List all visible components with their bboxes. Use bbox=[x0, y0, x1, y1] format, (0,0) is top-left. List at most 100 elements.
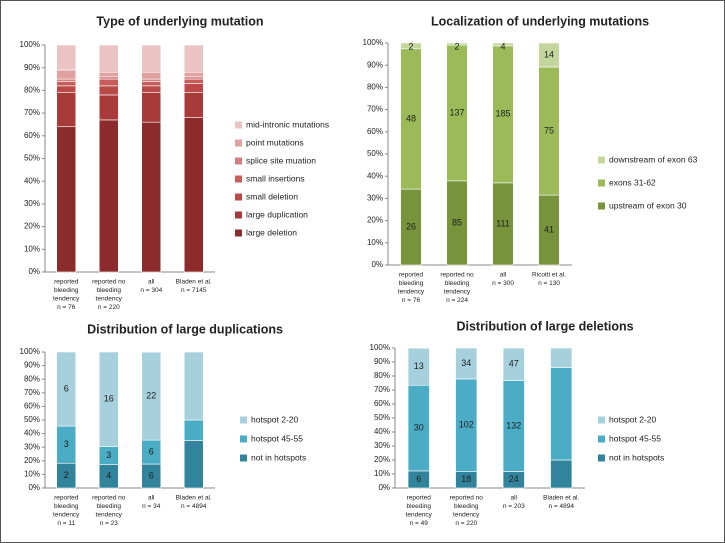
x-tick-label: Bladen et al. bbox=[176, 279, 212, 286]
x-tick-label: bleeding bbox=[454, 503, 479, 510]
bar-segment bbox=[183, 76, 204, 80]
bar-segment bbox=[183, 419, 204, 441]
x-tick-label: tendency bbox=[398, 289, 425, 296]
bar-segment bbox=[98, 76, 119, 80]
y-tick-label: 100% bbox=[20, 347, 40, 356]
x-tick-label: bleeding bbox=[445, 280, 470, 287]
bar-segment bbox=[141, 92, 162, 123]
y-tick-label: 40% bbox=[367, 171, 383, 180]
bar-segment bbox=[98, 351, 119, 447]
legend-swatch bbox=[240, 435, 247, 443]
legend-label: point mutations bbox=[246, 137, 304, 147]
y-tick-label: 20% bbox=[24, 222, 40, 231]
legend-label: not in hotspots bbox=[251, 452, 306, 462]
x-tick-label: n = 300 bbox=[492, 280, 514, 287]
x-tick-label: tendency bbox=[96, 296, 123, 303]
legend-label: splice site muation bbox=[246, 155, 316, 165]
y-tick-label: 40% bbox=[374, 427, 390, 436]
x-tick-label: tendency bbox=[53, 512, 80, 519]
y-tick-label: 90% bbox=[24, 63, 40, 72]
x-tick-label: n = 4894 bbox=[181, 503, 207, 510]
bar-segment bbox=[455, 347, 478, 380]
x-tick-label: bleeding bbox=[54, 287, 79, 294]
legend-label: hotspot 2-20 bbox=[609, 414, 657, 424]
x-tick-label: all bbox=[148, 495, 155, 502]
y-tick-label: 70% bbox=[367, 105, 383, 114]
legend-swatch bbox=[598, 435, 605, 443]
chart-title: Distribution of large deletions bbox=[456, 319, 633, 333]
bar-segment bbox=[56, 69, 77, 80]
legend-label: hotspot 45-55 bbox=[609, 433, 661, 443]
x-tick-label: bleeding bbox=[96, 503, 121, 510]
data-label: 137 bbox=[449, 107, 464, 117]
y-tick-label: 70% bbox=[24, 388, 40, 397]
legend-swatch bbox=[235, 193, 242, 201]
bar-segment bbox=[56, 81, 77, 87]
data-label: 4 bbox=[106, 471, 111, 481]
bar-segment bbox=[98, 71, 119, 78]
y-tick-label: 50% bbox=[367, 149, 383, 158]
legend-label: large deletion bbox=[246, 227, 297, 237]
legend-label: small deletion bbox=[246, 191, 298, 201]
data-label: 2 bbox=[454, 41, 459, 51]
bar-segment bbox=[56, 85, 77, 93]
legend-swatch bbox=[235, 211, 242, 219]
y-tick-label: 20% bbox=[374, 455, 390, 464]
chart-title: Distribution of large duplications bbox=[87, 322, 283, 336]
x-tick-label: reported no bbox=[450, 495, 484, 502]
data-label: 14 bbox=[544, 49, 554, 59]
data-label: 2 bbox=[64, 470, 69, 480]
bar-segment bbox=[183, 44, 204, 73]
bar-segment bbox=[141, 78, 162, 82]
legend-swatch bbox=[235, 175, 242, 183]
x-tick-label: bleeding bbox=[399, 280, 424, 287]
x-tick-label: n = 203 bbox=[503, 503, 525, 510]
y-tick-label: 30% bbox=[374, 441, 390, 450]
y-tick-label: 80% bbox=[374, 371, 390, 380]
data-label: 85 bbox=[452, 217, 462, 227]
legend-swatch bbox=[240, 416, 247, 424]
data-label: 13 bbox=[414, 361, 424, 371]
bar-segment bbox=[550, 367, 573, 461]
y-tick-label: 60% bbox=[367, 127, 383, 136]
x-tick-label: n = 11 bbox=[57, 520, 75, 527]
data-label: 30 bbox=[414, 422, 424, 432]
legend-swatch bbox=[598, 454, 605, 462]
y-tick-label: 90% bbox=[24, 361, 40, 370]
chart-title: Localization of underlying mutations bbox=[431, 14, 649, 28]
y-tick-label: 30% bbox=[367, 194, 383, 203]
legend-swatch bbox=[235, 229, 242, 237]
y-tick-label: 10% bbox=[374, 469, 390, 478]
data-label: 6 bbox=[416, 474, 421, 484]
bar-segment bbox=[492, 42, 514, 47]
x-tick-label: Bladen et al. bbox=[543, 495, 579, 502]
bar-segment bbox=[407, 347, 430, 386]
bar-segment bbox=[183, 83, 204, 93]
bar-segment bbox=[400, 42, 422, 50]
y-tick-label: 20% bbox=[367, 216, 383, 225]
data-label: 16 bbox=[104, 394, 114, 404]
x-tick-label: n = 76 bbox=[57, 304, 76, 311]
x-tick-label: tendency bbox=[406, 512, 433, 519]
bar-segment bbox=[141, 44, 162, 73]
data-label: 2 bbox=[408, 41, 413, 51]
data-label: 111 bbox=[496, 218, 510, 228]
y-tick-label: 60% bbox=[24, 131, 40, 140]
x-tick-label: n = 7145 bbox=[181, 287, 207, 294]
x-tick-label: n = 224 bbox=[446, 297, 468, 304]
x-tick-label: reported no bbox=[92, 279, 126, 286]
legend-swatch bbox=[598, 156, 605, 164]
y-tick-label: 10% bbox=[24, 470, 40, 479]
y-tick-label: 90% bbox=[367, 60, 383, 69]
x-tick-label: reported bbox=[399, 272, 424, 279]
legend-label: hotspot 2-20 bbox=[251, 414, 299, 424]
legend-label: exons 31-62 bbox=[609, 177, 656, 187]
chart-title: Type of underlying mutation bbox=[96, 14, 263, 28]
data-label: 4 bbox=[500, 41, 505, 51]
legend-label: large duplication bbox=[246, 209, 308, 219]
y-tick-label: 40% bbox=[24, 176, 40, 185]
x-tick-label: reported bbox=[407, 495, 432, 502]
x-tick-label: tendency bbox=[444, 289, 471, 296]
data-label: 6 bbox=[149, 470, 154, 480]
y-tick-label: 80% bbox=[367, 83, 383, 92]
